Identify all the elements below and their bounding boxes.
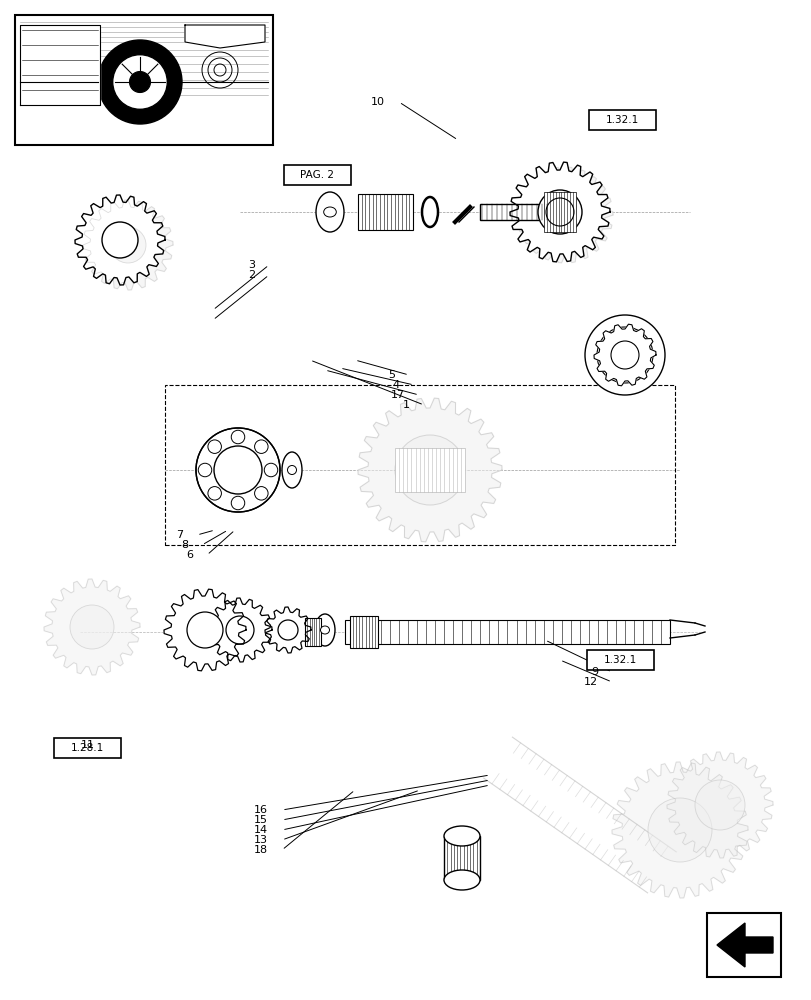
Text: 6: 6 [186, 550, 193, 560]
Polygon shape [358, 398, 501, 542]
Ellipse shape [315, 614, 335, 646]
Circle shape [70, 605, 114, 649]
Ellipse shape [320, 626, 329, 634]
Text: 5: 5 [388, 370, 394, 380]
Polygon shape [164, 589, 246, 671]
Text: 15: 15 [254, 815, 268, 825]
Ellipse shape [281, 452, 302, 488]
Bar [706, 913, 780, 977]
Polygon shape [44, 579, 139, 675]
Ellipse shape [422, 197, 437, 227]
Circle shape [129, 72, 150, 93]
Text: 11: 11 [81, 740, 95, 750]
Bar [444, 836, 479, 880]
Text: 9: 9 [590, 667, 597, 677]
Text: 2: 2 [247, 270, 255, 280]
Circle shape [109, 227, 146, 263]
Ellipse shape [444, 826, 479, 846]
Text: 7: 7 [176, 530, 182, 540]
Circle shape [102, 222, 138, 258]
Ellipse shape [287, 466, 296, 475]
Polygon shape [83, 200, 173, 290]
Bar [394, 448, 465, 492]
Text: 1: 1 [402, 400, 410, 410]
Circle shape [596, 327, 652, 383]
Bar [165, 385, 674, 545]
FancyBboxPatch shape [284, 165, 350, 185]
Circle shape [538, 190, 581, 234]
Circle shape [113, 55, 167, 109]
Circle shape [694, 780, 744, 830]
Ellipse shape [315, 192, 344, 232]
Bar [15, 15, 272, 145]
Ellipse shape [324, 207, 336, 217]
Text: 13: 13 [254, 835, 268, 845]
Circle shape [610, 341, 638, 369]
Circle shape [394, 435, 465, 505]
Text: 14: 14 [254, 825, 268, 835]
Ellipse shape [444, 870, 479, 890]
FancyBboxPatch shape [54, 738, 121, 758]
Polygon shape [20, 25, 100, 105]
Polygon shape [509, 162, 609, 262]
Polygon shape [517, 167, 612, 263]
Bar [479, 204, 549, 220]
Text: 12: 12 [583, 677, 597, 687]
Circle shape [277, 620, 298, 640]
Circle shape [225, 616, 254, 644]
Bar [358, 194, 413, 230]
Text: 4: 4 [393, 380, 400, 390]
Polygon shape [264, 607, 311, 653]
Text: 3: 3 [247, 260, 255, 270]
Circle shape [195, 428, 280, 512]
Text: 17: 17 [390, 390, 405, 400]
Text: 8: 8 [181, 540, 188, 550]
Polygon shape [185, 25, 264, 48]
Text: 18: 18 [254, 845, 268, 855]
Polygon shape [75, 195, 165, 285]
Text: 1.32.1: 1.32.1 [603, 655, 637, 665]
Text: 1.32.1: 1.32.1 [605, 115, 638, 125]
Circle shape [647, 798, 711, 862]
Polygon shape [716, 923, 772, 967]
Bar [543, 192, 575, 232]
Bar [345, 620, 669, 644]
Polygon shape [208, 598, 272, 662]
Polygon shape [666, 752, 772, 858]
Bar [350, 616, 378, 648]
Polygon shape [594, 324, 655, 386]
Circle shape [98, 40, 182, 124]
Text: 16: 16 [254, 805, 268, 815]
Polygon shape [611, 762, 747, 898]
FancyBboxPatch shape [588, 110, 655, 130]
Text: 10: 10 [371, 97, 384, 107]
Circle shape [543, 194, 586, 236]
Circle shape [584, 315, 664, 395]
Bar [305, 618, 320, 646]
Text: 1.28.1: 1.28.1 [71, 743, 104, 753]
FancyBboxPatch shape [586, 650, 653, 670]
Text: PAG. 2: PAG. 2 [300, 170, 334, 180]
Circle shape [187, 612, 223, 648]
